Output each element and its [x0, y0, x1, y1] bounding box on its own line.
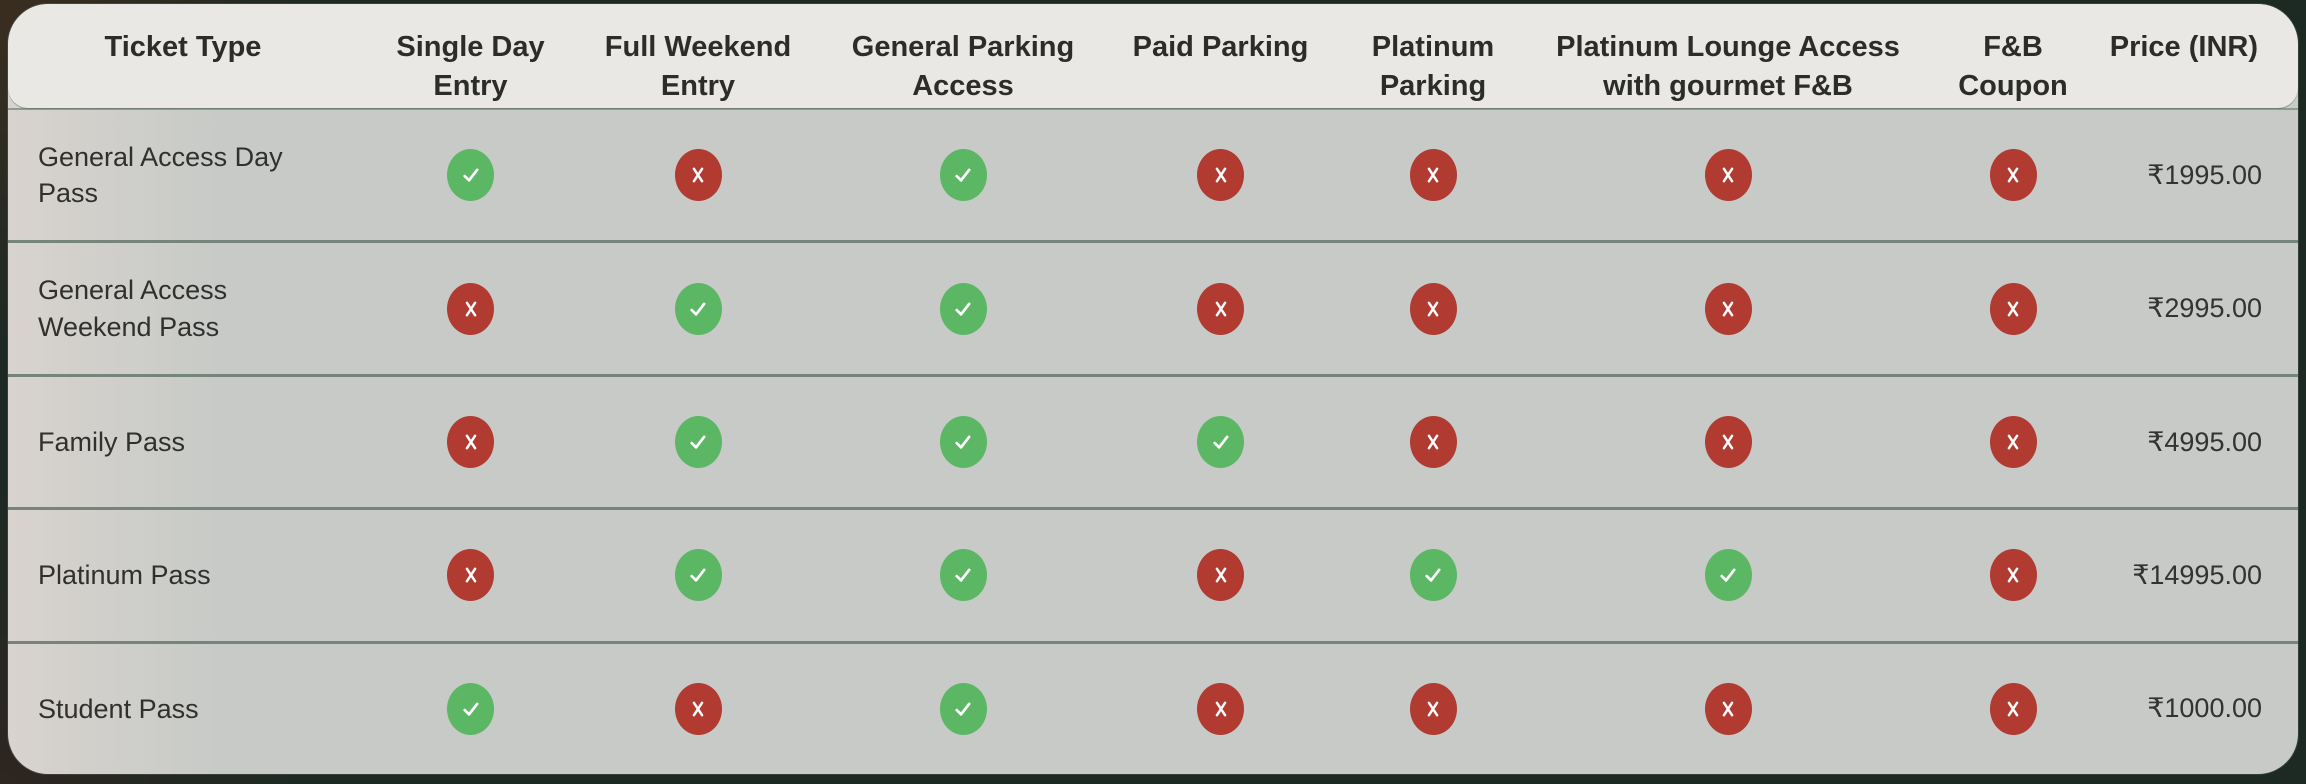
feature-cell-full_weekend_entry [583, 149, 813, 202]
check-circle-icon [1197, 416, 1244, 469]
cross-circle-icon [1704, 416, 1752, 469]
ticket-type-cell: Family Pass [38, 426, 186, 457]
feature-cell-fb_coupon [1918, 549, 2108, 602]
check-circle-icon [447, 682, 494, 735]
cross-circle-icon [1409, 149, 1457, 202]
feature-cell-single_day_entry [358, 149, 583, 202]
cross-circle-icon [1989, 149, 2037, 202]
column-header-full-weekend-entry: Full Weekend Entry [604, 31, 792, 102]
feature-cell-full_weekend_entry [583, 282, 813, 335]
cross-circle-icon [447, 549, 494, 602]
feature-cell-single_day_entry [358, 549, 583, 602]
feature-cell-single_day_entry [358, 282, 583, 335]
cross-circle-icon [1989, 549, 2037, 602]
feature-cell-single_day_entry [358, 416, 583, 469]
cross-circle-icon [447, 416, 494, 469]
feature-cell-full_weekend_entry [583, 416, 813, 469]
feature-cell-platinum_lounge [1538, 149, 1918, 202]
feature-cell-platinum_lounge [1538, 549, 1918, 602]
feature-cell-platinum_lounge [1538, 282, 1918, 335]
ticket-pricing-table: Ticket Type Single Day Entry Full Weeken… [8, 4, 2298, 774]
feature-cell-general_parking_access [813, 416, 1113, 469]
column-header-single-day-entry: Single Day Entry [396, 31, 545, 102]
cross-circle-icon [1704, 149, 1752, 202]
feature-cell-fb_coupon [1918, 282, 2108, 335]
check-circle-icon [1409, 549, 1457, 602]
feature-cell-paid_parking [1113, 682, 1328, 735]
feature-cell-general_parking_access [813, 282, 1113, 335]
feature-cell-full_weekend_entry [583, 549, 813, 602]
check-circle-icon [939, 149, 987, 202]
price-cell: ₹4995.00 [2147, 426, 2262, 457]
ticket-type-cell: General Access Day Pass [38, 141, 283, 209]
cross-circle-icon [1704, 682, 1752, 735]
price-cell: ₹1000.00 [2147, 693, 2262, 724]
cross-circle-icon [1989, 282, 2037, 335]
feature-cell-paid_parking [1113, 149, 1328, 202]
cross-circle-icon [1197, 682, 1244, 735]
table-header-row: Ticket Type Single Day Entry Full Weeken… [8, 4, 2298, 108]
cross-circle-icon [1704, 282, 1752, 335]
check-circle-icon [674, 416, 722, 469]
check-circle-icon [939, 549, 987, 602]
check-circle-icon [939, 682, 987, 735]
cross-circle-icon [1197, 149, 1244, 202]
feature-cell-paid_parking [1113, 549, 1328, 602]
feature-cell-platinum_lounge [1538, 416, 1918, 469]
table-row: Family Pass ₹4995.00 [8, 373, 2298, 507]
feature-cell-platinum_parking [1328, 416, 1538, 469]
feature-cell-full_weekend_entry [583, 682, 813, 735]
table-row: General Access Day Pass ₹1995.00 [8, 110, 2298, 240]
column-header-platinum-parking: Platinum Parking [1371, 31, 1495, 102]
column-header-ticket-type: Ticket Type [104, 31, 262, 63]
price-cell: ₹2995.00 [2147, 293, 2262, 324]
cross-circle-icon [447, 282, 494, 335]
cross-circle-icon [1409, 416, 1457, 469]
column-header-general-parking-access: General Parking Access [851, 31, 1075, 102]
check-circle-icon [939, 282, 987, 335]
feature-cell-single_day_entry [358, 682, 583, 735]
ticket-type-cell: Student Pass [38, 693, 199, 724]
feature-cell-platinum_parking [1328, 549, 1538, 602]
feature-cell-platinum_lounge [1538, 682, 1918, 735]
column-header-paid-parking: Paid Parking [1132, 31, 1309, 63]
column-header-platinum-lounge: Platinum Lounge Access with gourmet F&B [1556, 31, 1900, 102]
cross-circle-icon [1197, 282, 1244, 335]
price-cell: ₹1995.00 [2147, 159, 2262, 190]
feature-cell-platinum_parking [1328, 149, 1538, 202]
price-cell: ₹14995.00 [2132, 559, 2262, 590]
table-row: General Access Weekend Pass ₹2995.00 [8, 240, 2298, 373]
column-header-fb-coupon: F&B Coupon [1958, 31, 2068, 102]
column-header-price: Price (INR) [2109, 31, 2258, 63]
feature-cell-general_parking_access [813, 149, 1113, 202]
feature-cell-paid_parking [1113, 282, 1328, 335]
cross-circle-icon [1197, 549, 1244, 602]
cross-circle-icon [1409, 282, 1457, 335]
table-row: Student Pass ₹1000.00 [8, 640, 2298, 774]
feature-cell-general_parking_access [813, 682, 1113, 735]
feature-cell-fb_coupon [1918, 682, 2108, 735]
check-circle-icon [447, 149, 494, 202]
feature-cell-fb_coupon [1918, 149, 2108, 202]
cross-circle-icon [1989, 682, 2037, 735]
cross-circle-icon [674, 682, 722, 735]
check-circle-icon [939, 416, 987, 469]
check-circle-icon [1704, 549, 1752, 602]
feature-cell-platinum_parking [1328, 682, 1538, 735]
ticket-type-cell: General Access Weekend Pass [38, 275, 228, 342]
check-circle-icon [674, 549, 722, 602]
table-row: Platinum Pass ₹14995.00 [8, 507, 2298, 640]
cross-circle-icon [1989, 416, 2037, 469]
feature-cell-paid_parking [1113, 416, 1328, 469]
cross-circle-icon [674, 149, 722, 202]
table-body: General Access Day Pass ₹1995.00 General… [8, 108, 2298, 774]
feature-cell-fb_coupon [1918, 416, 2108, 469]
feature-cell-general_parking_access [813, 549, 1113, 602]
cross-circle-icon [1409, 682, 1457, 735]
ticket-type-cell: Platinum Pass [38, 560, 211, 591]
feature-cell-platinum_parking [1328, 282, 1538, 335]
check-circle-icon [674, 282, 722, 335]
